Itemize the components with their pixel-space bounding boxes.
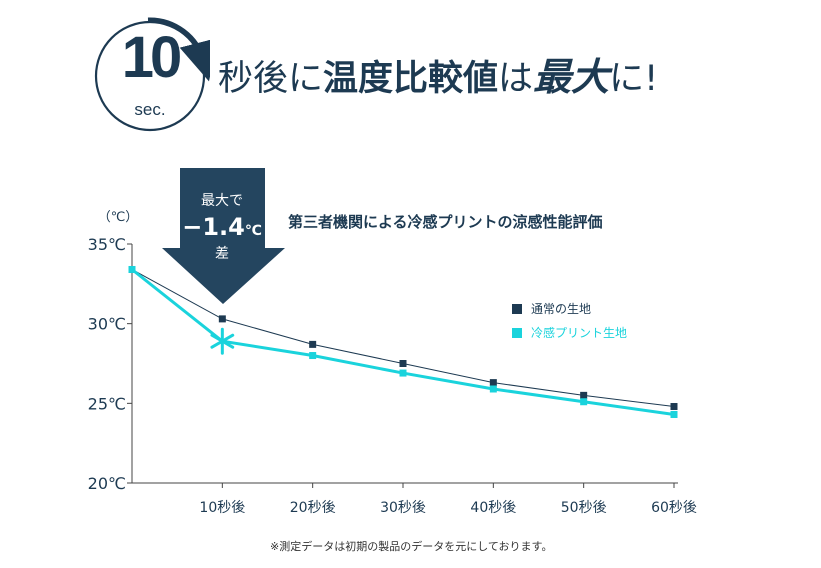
- chart-title: 第三者機関による冷感プリントの涼感性能評価: [288, 213, 603, 231]
- y-tick-label: 20℃: [88, 474, 126, 493]
- legend-label: 通常の生地: [531, 302, 591, 316]
- title-part-1: 秒後に: [218, 59, 324, 99]
- x-tick-label: 60秒後: [651, 500, 697, 516]
- badge-number: 10: [121, 25, 183, 90]
- callout-line1: 最大で: [201, 193, 243, 209]
- badge-circle: [94, 17, 210, 132]
- data-point: [399, 369, 407, 377]
- x-tick-label: 20秒後: [290, 500, 336, 516]
- data-point: [489, 379, 497, 387]
- data-point: [309, 352, 317, 360]
- title-part-4: 最大: [533, 55, 610, 99]
- badge-progress-arc-icon: [147, 17, 210, 82]
- x-tick-label: 10秒後: [199, 500, 245, 516]
- y-tick-label: 25℃: [88, 394, 126, 413]
- legend-swatch: [512, 328, 522, 338]
- asterisk-marker-icon: [210, 327, 235, 355]
- data-point: [218, 315, 226, 323]
- footnote: ※測定データは初期の製品のデータを元にしております。: [270, 540, 553, 553]
- chart-lines: [128, 265, 678, 418]
- callout-line3: 差: [215, 246, 229, 262]
- legend-label: 冷感プリント生地: [531, 325, 627, 340]
- asterisk-stroke: [210, 333, 235, 349]
- data-point: [580, 391, 588, 399]
- y-tick-label: 30℃: [88, 315, 126, 334]
- data-point: [580, 398, 588, 406]
- title-part-3: は: [498, 59, 534, 99]
- data-point: [670, 410, 678, 418]
- page-title: 秒後に温度比較値は最大に!: [218, 52, 658, 104]
- data-point: [670, 403, 678, 411]
- x-tick-label: 30秒後: [380, 500, 426, 516]
- title-part-2: 温度比較値: [323, 59, 499, 99]
- chart-axes: （℃） 35℃ 30℃ 25℃ 20℃ 10秒後 20秒後 30秒後 40秒後 50秒後 60秒後: [88, 210, 697, 516]
- title-part-5: に!: [609, 59, 659, 99]
- data-point: [489, 385, 497, 393]
- x-tick-label: 50秒後: [561, 500, 607, 516]
- x-tick-label: 40秒後: [470, 500, 516, 516]
- y-axis-label: （℃）: [98, 210, 139, 225]
- data-point: [399, 360, 407, 367]
- badge-unit: sec.: [134, 100, 166, 119]
- down-arrow-icon: [162, 168, 285, 304]
- callout-arrow: 最大で −1.4℃ 差: [162, 168, 285, 304]
- legend-swatch: [512, 304, 522, 314]
- series-cool-print-fabric: [128, 265, 678, 418]
- y-tick-label: 35℃: [88, 235, 126, 254]
- data-point: [309, 340, 317, 348]
- data-point: [128, 265, 136, 273]
- headline: 10 sec. 秒後に温度比較値は最大に!: [0, 0, 821, 150]
- callout-value: −1.4℃: [182, 213, 262, 241]
